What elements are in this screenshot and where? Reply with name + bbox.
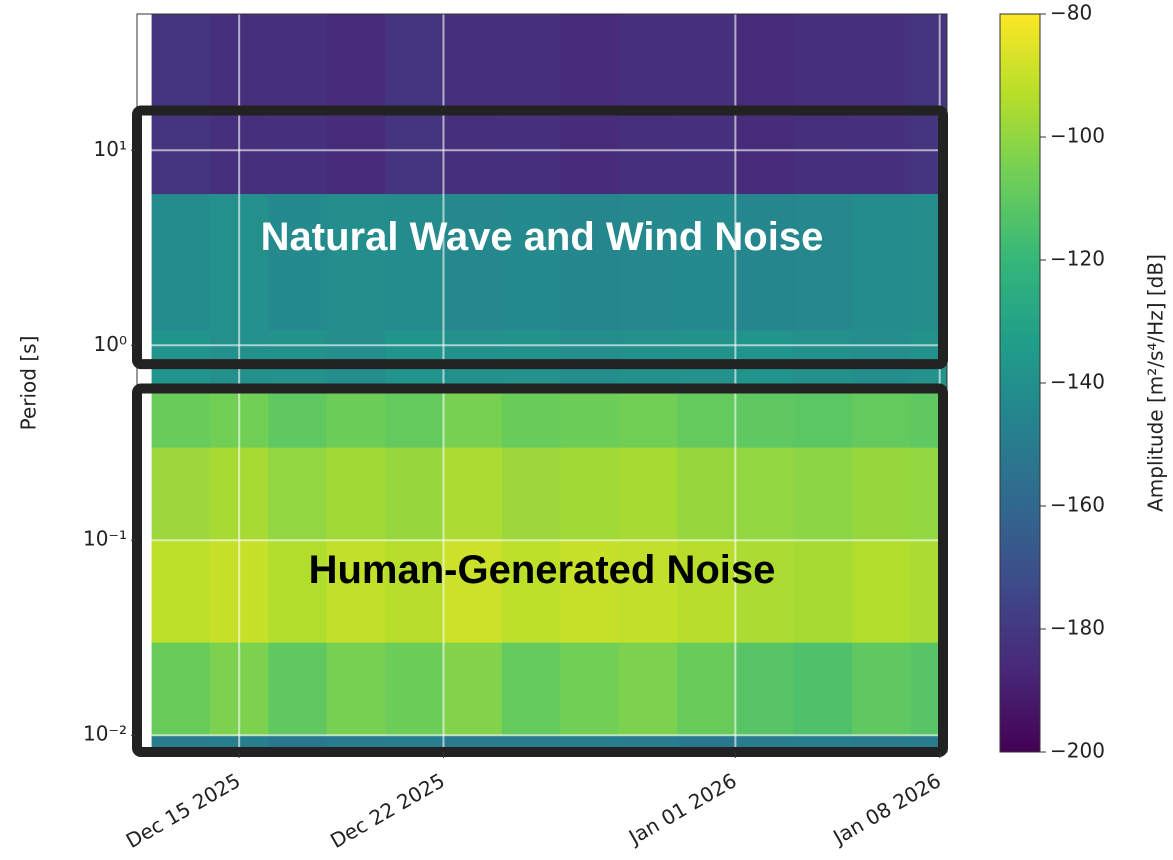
annotation-box [132, 105, 948, 370]
heatmap-cell [385, 193, 444, 331]
heatmap-cell [852, 447, 912, 541]
heatmap-cell [677, 193, 736, 331]
y-tick-label: 10⁻² [83, 722, 127, 746]
heatmap-cell [793, 193, 853, 331]
heatmap-cell [677, 388, 736, 448]
heatmap-cell [151, 193, 211, 331]
heatmap-cell [501, 14, 561, 195]
heatmap-cell [618, 14, 678, 195]
heatmap-cell [735, 540, 795, 643]
heatmap-cell [385, 642, 444, 736]
x-tick-label: Dec 15 2025 [122, 768, 245, 853]
heatmap-cell [385, 14, 444, 195]
heatmap-cell [268, 388, 328, 448]
heatmap-cell [268, 642, 328, 736]
colorbar-tick-label: −120 [1050, 247, 1105, 271]
heatmap-cell [677, 447, 736, 541]
colorbar-tick-label: −100 [1050, 124, 1105, 148]
heatmap-cell [852, 642, 912, 736]
y-tick-label: 10⁰ [94, 332, 127, 356]
heatmap-cell [677, 642, 736, 736]
heatmap-cell [618, 540, 678, 643]
heatmap-cell [326, 447, 386, 541]
plot-area [137, 14, 947, 752]
heatmap-cell [793, 642, 853, 736]
heatmap-cell [852, 193, 912, 331]
heatmap-cell [151, 642, 211, 736]
heatmap-cell [443, 642, 503, 736]
heatmap-cell [385, 388, 444, 448]
heatmap-cell [151, 540, 211, 643]
heatmap-cell [151, 388, 211, 448]
heatmap-cell [677, 14, 736, 195]
heatmap-cell [735, 193, 795, 331]
colorbar-tick-label: −80 [1050, 1, 1092, 25]
heatmap-cell [443, 14, 503, 195]
colorbar-tick-label: −200 [1050, 739, 1105, 763]
heatmap-cell [501, 642, 561, 736]
heatmap-cell [793, 540, 853, 643]
heatmap-cell [677, 540, 736, 643]
y-axis-label: Period [s] [17, 336, 41, 431]
heatmap-cell [501, 388, 561, 448]
heatmap-cell [268, 193, 328, 331]
heatmap-cell [852, 388, 912, 448]
heatmap-cell [560, 540, 620, 643]
x-tick-label: Jan 01 2026 [623, 768, 741, 850]
heatmap-cell [560, 447, 620, 541]
colorbar-tick-label: −140 [1050, 370, 1105, 394]
heatmap-cell [268, 447, 328, 541]
heatmap-cell [326, 388, 386, 448]
heatmap-cell [560, 642, 620, 736]
heatmap-cell [443, 540, 503, 643]
heatmap-cell [385, 540, 444, 643]
heatmap-cell [735, 388, 795, 448]
heatmap-cell [560, 14, 620, 195]
heatmap-cell [326, 540, 386, 643]
heatmap-cell [735, 447, 795, 541]
heatmap-cell [560, 193, 620, 331]
heatmap-cell [852, 14, 912, 195]
heatmap-cell [268, 14, 328, 195]
annotation-box [132, 383, 948, 757]
heatmap-cell [326, 193, 386, 331]
heatmap-cell [618, 447, 678, 541]
heatmap-cell [618, 193, 678, 331]
annotation-text: Natural Wave and Wind Noise [261, 215, 824, 259]
heatmap-cell [151, 447, 211, 541]
heatmap-cell [560, 388, 620, 448]
x-tick-label: Dec 22 2025 [326, 768, 449, 853]
y-tick-label: 10¹ [94, 137, 127, 161]
heatmap-cell [443, 388, 503, 448]
annotation-text: Human-Generated Noise [309, 548, 776, 592]
heatmap-cell [151, 14, 211, 195]
x-tick-label: Jan 08 2026 [827, 768, 945, 850]
heatmap-cell [618, 388, 678, 448]
heatmap-cell [326, 642, 386, 736]
heatmap-cell [501, 540, 561, 643]
heatmap-cell [793, 447, 853, 541]
heatmap-cell [793, 14, 853, 195]
colorbar-tick-label: −160 [1050, 493, 1105, 517]
heatmap-cell [443, 193, 503, 331]
heatmap-cell [501, 193, 561, 331]
heatmap-cell [735, 642, 795, 736]
colorbar [999, 13, 1041, 753]
heatmap-cell [385, 447, 444, 541]
y-tick-label: 10⁻¹ [83, 527, 127, 551]
heatmap-cell [443, 447, 503, 541]
heatmap-cell [618, 642, 678, 736]
heatmap-cell [852, 540, 912, 643]
heatmap-cell [501, 447, 561, 541]
colorbar-label: Amplitude [m²/s⁴/Hz] [dB] [1144, 254, 1168, 512]
heatmap-cell [793, 388, 853, 448]
heatmap-cell [268, 540, 328, 643]
heatmap-cell [326, 14, 386, 195]
colorbar-tick-label: −180 [1050, 616, 1105, 640]
heatmap-cell [735, 14, 795, 195]
